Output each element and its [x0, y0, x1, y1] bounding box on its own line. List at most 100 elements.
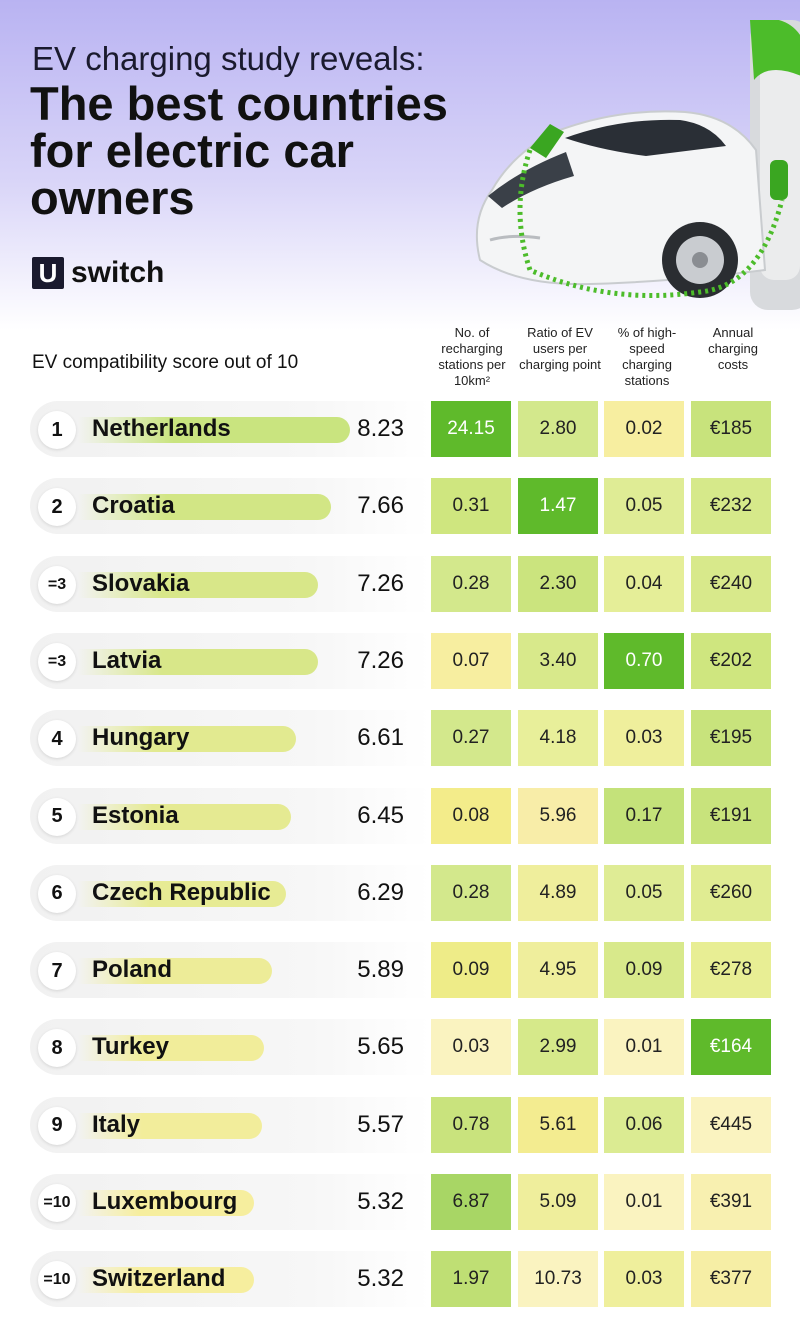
- stations-cell: 0.31: [431, 478, 511, 535]
- cost-cell: €191: [691, 787, 771, 844]
- high-speed-cell: 0.05: [604, 864, 684, 921]
- score-value: 5.32: [357, 1265, 404, 1293]
- table-row: =3 Slovakia 7.26 0.28 2.30 0.04 €240: [30, 555, 771, 612]
- rank-badge: 7: [38, 952, 76, 991]
- column-header-ratio: Ratio of EV users per charging point: [518, 325, 602, 373]
- score-bar: [78, 648, 318, 675]
- ratio-cell: 5.09: [518, 1174, 598, 1230]
- ratio-cell: 2.99: [518, 1019, 598, 1076]
- score-bar: [78, 494, 331, 521]
- brand-word: switch: [71, 256, 165, 289]
- rank-badge: 6: [38, 874, 76, 913]
- high-speed-cell: 0.09: [604, 942, 684, 999]
- score-bar: [78, 880, 286, 907]
- rank-badge: =3: [38, 642, 76, 681]
- ratio-cell: 4.95: [518, 942, 598, 999]
- table-row: =10 Luxembourg 5.32 6.87 5.09 0.01 €391: [30, 1174, 771, 1230]
- score-bar: [78, 803, 291, 830]
- ratio-cell: 1.47: [518, 478, 598, 535]
- score-value: 6.29: [357, 878, 404, 906]
- score-bar: [78, 1267, 254, 1294]
- column-header-high-speed-text: % of high-speed charging stations: [617, 325, 677, 388]
- stations-cell: 0.27: [431, 710, 511, 767]
- high-speed-cell: 0.17: [604, 787, 684, 844]
- ratio-cell: 2.80: [518, 401, 598, 457]
- cost-cell: €202: [691, 632, 771, 689]
- score-bar: [78, 417, 350, 443]
- cost-cell: €240: [691, 555, 771, 612]
- stations-cell: 0.07: [431, 632, 511, 689]
- score-bar: [78, 571, 318, 598]
- column-header-costs-text: Annual charging costs: [708, 325, 758, 372]
- stations-cell: 24.15: [431, 401, 511, 457]
- table-row: 8 Turkey 5.65 0.03 2.99 0.01 €164: [30, 1019, 771, 1076]
- column-header-stations-text: No. of recharging stations per 10km²: [438, 325, 506, 388]
- ratio-cell: 5.96: [518, 787, 598, 844]
- score-value: 5.89: [357, 956, 404, 984]
- cost-cell: €377: [691, 1251, 771, 1308]
- country-name: Poland: [92, 956, 173, 984]
- brand-logo: U switch: [32, 256, 164, 290]
- rank-badge: =10: [38, 1184, 76, 1222]
- column-header-costs: Annual charging costs: [692, 325, 774, 373]
- ratio-cell: 2.30: [518, 555, 598, 612]
- table-row: 1 Netherlands 8.23 24.15 2.80 0.02 €185: [30, 401, 771, 457]
- rank-badge: 4: [38, 720, 76, 759]
- ratio-cell: 10.73: [518, 1251, 598, 1308]
- table-row: 6 Czech Republic 6.29 0.28 4.89 0.05 €260: [30, 864, 771, 921]
- cost-cell: €278: [691, 942, 771, 999]
- table-row: 5 Estonia 6.45 0.08 5.96 0.17 €191: [30, 787, 771, 844]
- stations-cell: 0.09: [431, 942, 511, 999]
- rank-badge: =10: [38, 1261, 76, 1300]
- score-value: 6.61: [357, 724, 404, 752]
- score-bar: [78, 726, 296, 753]
- country-name: Czech Republic: [92, 878, 271, 906]
- country-name: Switzerland: [92, 1265, 226, 1293]
- table-row: 4 Hungary 6.61 0.27 4.18 0.03 €195: [30, 710, 771, 767]
- country-name: Estonia: [92, 801, 179, 829]
- score-value: 7.26: [357, 569, 404, 597]
- high-speed-cell: 0.02: [604, 401, 684, 457]
- score-bar: [78, 1035, 264, 1062]
- page-title: The best countries for electric car owne…: [30, 77, 448, 224]
- country-name: Netherlands: [92, 415, 231, 442]
- country-name: Italy: [92, 1110, 141, 1138]
- table-row: 2 Croatia 7.66 0.31 1.47 0.05 €232: [30, 478, 771, 535]
- table-row: 9 Italy 5.57 0.78 5.61 0.06 €445: [30, 1096, 771, 1153]
- ev-car-illustration: [475, 20, 800, 310]
- high-speed-cell: 0.01: [604, 1174, 684, 1230]
- score-bar: [78, 958, 272, 985]
- brand-mark: U: [32, 257, 64, 289]
- score-bar: [78, 1112, 262, 1139]
- subtitle: EV charging study reveals:: [32, 40, 425, 77]
- score-value: 6.45: [357, 801, 404, 829]
- score-value: 5.32: [357, 1188, 404, 1215]
- score-value: 5.57: [357, 1110, 404, 1138]
- high-speed-cell: 0.03: [604, 710, 684, 767]
- score-bar: [78, 1190, 254, 1216]
- country-name: Luxembourg: [92, 1188, 238, 1215]
- rank-badge: 5: [38, 797, 76, 836]
- column-header-stations: No. of recharging stations per 10km²: [432, 325, 512, 389]
- rank-badge: 2: [38, 488, 76, 527]
- stations-cell: 6.87: [431, 1174, 511, 1230]
- rank-badge: 1: [38, 411, 76, 449]
- country-name: Croatia: [92, 492, 175, 520]
- score-value: 7.66: [357, 492, 404, 520]
- ratio-cell: 4.18: [518, 710, 598, 767]
- high-speed-cell: 0.05: [604, 478, 684, 535]
- table-row: 7 Poland 5.89 0.09 4.95 0.09 €278: [30, 942, 771, 999]
- score-value: 8.23: [357, 415, 404, 442]
- cost-cell: €232: [691, 478, 771, 535]
- table-row: =10 Switzerland 5.32 1.97 10.73 0.03 €377: [30, 1251, 771, 1308]
- stations-cell: 0.78: [431, 1096, 511, 1153]
- rank-badge: 8: [38, 1029, 76, 1068]
- cost-cell: €164: [691, 1019, 771, 1076]
- country-name: Slovakia: [92, 569, 190, 597]
- rank-badge: 9: [38, 1106, 76, 1145]
- stations-cell: 0.08: [431, 787, 511, 844]
- stations-cell: 1.97: [431, 1251, 511, 1308]
- high-speed-cell: 0.03: [604, 1251, 684, 1308]
- high-speed-cell: 0.01: [604, 1019, 684, 1076]
- high-speed-cell: 0.70: [604, 632, 684, 689]
